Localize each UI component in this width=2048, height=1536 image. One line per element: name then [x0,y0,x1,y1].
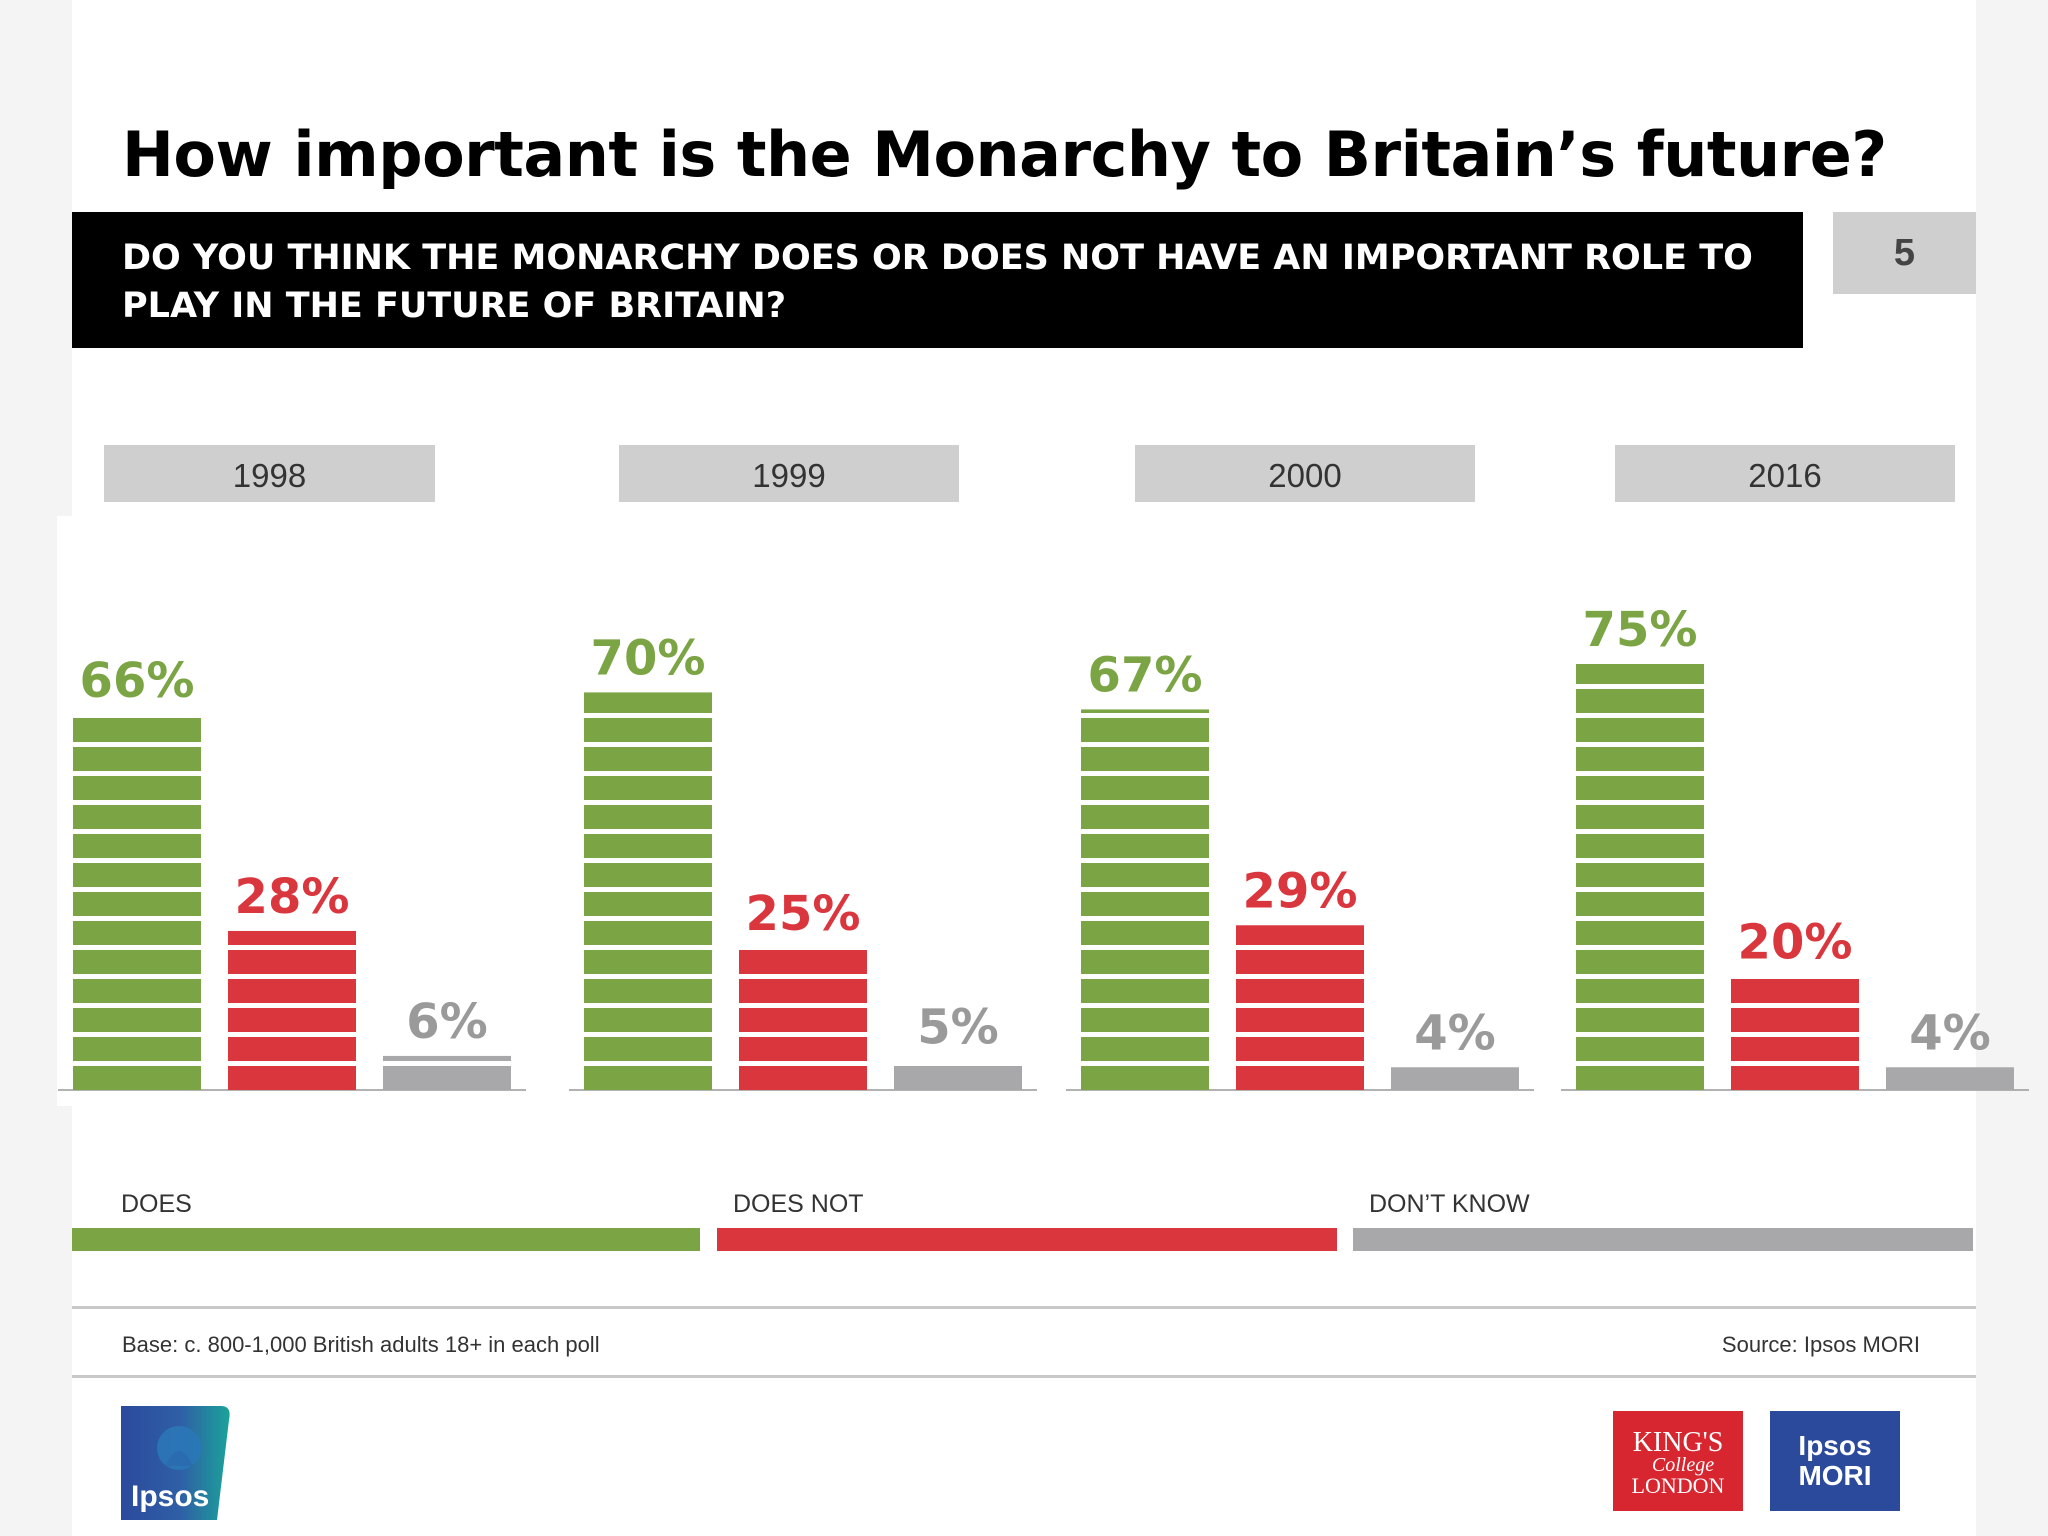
question-text: DO YOU THINK THE MONARCHY DOES OR DOES N… [122,238,1753,326]
bar-chart: 1998 66% 28% 6% 1999 70% 25% 5% 2000 67% 29% 4% 2016… [57,445,2029,1106]
legend-label-dont-know: DON’T KNOW [1369,1190,1530,1218]
data-label-1998-does-not: 28% [235,869,350,925]
ipsos-mori-line1: Ipsos [1798,1430,1871,1461]
data-label-1998-dont-know: 6% [406,994,488,1050]
kings-logo-line1: KING'S [1633,1427,1724,1458]
year-label-1999: 1999 [752,457,825,494]
question-banner: DO YOU THINK THE MONARCHY DOES OR DOES N… [72,212,1803,348]
bar-2000-don-t-know [1391,1067,1519,1090]
footer-divider-bottom [72,1375,1976,1378]
legend-label-does-not: DOES NOT [733,1190,864,1218]
ipsos-mori-line2: MORI [1798,1460,1871,1491]
kings-logo-line3: LONDON [1632,1473,1725,1498]
data-label-2000-does: 67% [1088,647,1203,703]
footer-divider-top [72,1306,1976,1309]
kings-logo-line2: College [1652,1454,1714,1476]
legend-swatch-dont-know [1353,1228,1973,1251]
source-note: Source: Ipsos MORI [1721,1332,1920,1357]
ipsos-logo-icon: Ipsos [121,1406,230,1520]
bar-2016-don-t-know [1886,1067,2014,1090]
data-label-2016-dont-know: 4% [1909,1005,1991,1061]
ipsos-mori-logo-mark: Ipsos MORI [1798,1430,1871,1491]
kings-college-logo: KING'S College LONDON [1613,1411,1743,1511]
data-label-2016-does-not: 20% [1738,914,1853,970]
year-label-2016: 2016 [1748,457,1821,494]
legend-label-does: DOES [121,1190,192,1218]
bar-1999-does [584,692,712,1090]
data-label-1999-does: 70% [591,630,706,686]
year-header-2000 [1135,445,1475,502]
bar-2000-does-not [1236,925,1364,1090]
data-label-2000-dont-know: 4% [1414,1005,1496,1061]
data-label-1999-does-not: 25% [746,886,861,942]
bar-1998-don-t-know [383,1055,511,1090]
legend-swatch-does-not [717,1228,1337,1251]
page-title: How important is the Monarchy to Britain… [122,118,1887,191]
ipsos-mori-logo: Ipsos MORI [1770,1411,1900,1511]
year-label-2000: 2000 [1268,457,1341,494]
bar-2000-does [1081,709,1209,1090]
bar-2016-does-not [1731,979,1859,1090]
data-label-2000-does-not: 29% [1243,863,1358,919]
page-number: 5 [1833,212,1976,294]
base-note: Base: c. 800-1,000 British adults 18+ in… [122,1332,600,1357]
year-label-1998: 1998 [233,457,306,494]
year-header-1998 [104,445,435,502]
year-header-2016 [1615,445,1955,502]
bar-1998-does [73,718,201,1090]
year-header-1999 [619,445,959,502]
data-label-1998-does: 66% [80,653,195,709]
bar-1999-does-not [739,950,867,1090]
legend-swatch-does [72,1228,700,1251]
kings-college-logo-mark: KING'S College LONDON [1632,1427,1725,1498]
data-label-1999-dont-know: 5% [917,1000,999,1056]
ipsos-logo: Ipsos [121,1406,232,1520]
bar-2016-does [1576,664,1704,1090]
bar-1998-does-not [228,930,356,1090]
ipsos-logo-text: Ipsos [131,1480,209,1513]
bar-1999-don-t-know [894,1066,1022,1090]
data-label-2016-does: 75% [1583,602,1698,658]
